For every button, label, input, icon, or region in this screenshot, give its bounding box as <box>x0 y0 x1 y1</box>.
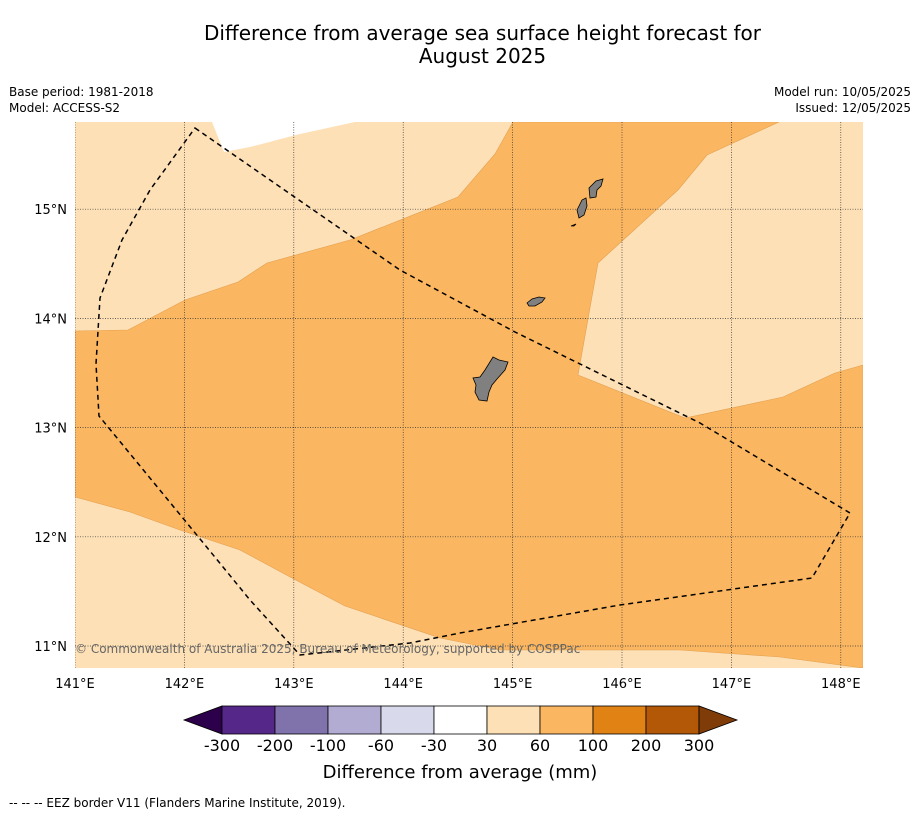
region-60-100-band <box>75 122 863 668</box>
model-run: Model run: 10/05/2025 <box>773 85 911 99</box>
colorbar-tick-label: 300 <box>684 736 715 755</box>
island-saipan <box>588 178 604 199</box>
x-tick-label: 142°E <box>165 677 205 692</box>
x-tick-label: 144°E <box>383 677 423 692</box>
colorbar-tick-label: -300 <box>204 736 240 755</box>
y-tick-label: 11°N <box>34 640 67 655</box>
x-tick-label: 148°E <box>821 677 861 692</box>
copyright-text: © Commonwealth of Australia 2025, Bureau… <box>75 642 580 656</box>
base-period: Base period: 1981-2018 <box>9 85 154 99</box>
colorbar-bin <box>592 705 647 735</box>
x-tick-label: 146°E <box>602 677 642 692</box>
colorbar-extend-low <box>182 705 223 735</box>
colorbar-tick-label: 60 <box>530 736 550 755</box>
colorbar-tick-label: -60 <box>368 736 394 755</box>
colorbar-extend-high <box>698 705 739 735</box>
colorbar <box>182 705 739 735</box>
island-rota <box>526 296 546 307</box>
eez-border <box>95 126 852 656</box>
colorbar-bin <box>486 705 541 735</box>
colorbar-bin <box>539 705 594 735</box>
colorbar-tick-label: -200 <box>257 736 293 755</box>
chart-title: Difference from average sea surface heig… <box>0 22 919 68</box>
colorbar-tick-label: -30 <box>421 736 447 755</box>
x-tick-label: 145°E <box>493 677 533 692</box>
colorbar-tick-label: 30 <box>477 736 497 755</box>
y-tick-label: 13°N <box>34 422 67 437</box>
y-tick-label: 12°N <box>34 531 67 546</box>
colorbar-bin <box>327 705 382 735</box>
y-tick-label: 15°N <box>34 203 67 218</box>
title-line-1: Difference from average sea surface heig… <box>203 21 762 45</box>
island-guam <box>472 356 509 402</box>
model-name: Model: ACCESS-S2 <box>9 101 121 115</box>
x-tick-label: 143°E <box>274 677 314 692</box>
colorbar-tick-label: 200 <box>631 736 662 755</box>
region-neutral-top <box>212 122 355 152</box>
land-masses <box>472 178 604 402</box>
colorbar-bin <box>274 705 329 735</box>
colorbar-tick-label: -100 <box>310 736 346 755</box>
x-tick-label: 147°E <box>712 677 752 692</box>
colorbar-bin <box>645 705 700 735</box>
y-tick-label: 14°N <box>34 312 67 327</box>
colorbar-tick-labels: -300 -200 -100 -60 -30 30 60 100 200 300 <box>204 736 714 755</box>
island-tinian <box>576 197 588 219</box>
island-aguijan <box>570 223 577 227</box>
title-line-2: August 2025 <box>418 44 547 68</box>
y-axis-tick-labels: 11°N 12°N 13°N 14°N 15°N <box>34 203 67 655</box>
model-info: Base period: 1981-2018 Model: ACCESS-S2 <box>9 84 154 116</box>
x-tick-label: 141°E <box>55 677 95 692</box>
colorbar-bin <box>221 705 276 735</box>
colorbar-label: Difference from average (mm) <box>323 762 598 783</box>
x-axis-tick-labels: 141°E 142°E 143°E 144°E 145°E 146°E 147°E 148°E <box>55 677 860 692</box>
colorbar-tick-label: 100 <box>578 736 609 755</box>
issued-date: Issued: 12/05/2025 <box>795 101 911 115</box>
eez-footnote: -- -- -- EEZ border V11 (Flanders Marine… <box>9 796 346 810</box>
gridlines <box>75 122 863 668</box>
colorbar-bin <box>433 705 488 735</box>
run-info: Model run: 10/05/2025 Issued: 12/05/2025 <box>774 84 911 116</box>
colorbar-bin <box>380 705 435 735</box>
